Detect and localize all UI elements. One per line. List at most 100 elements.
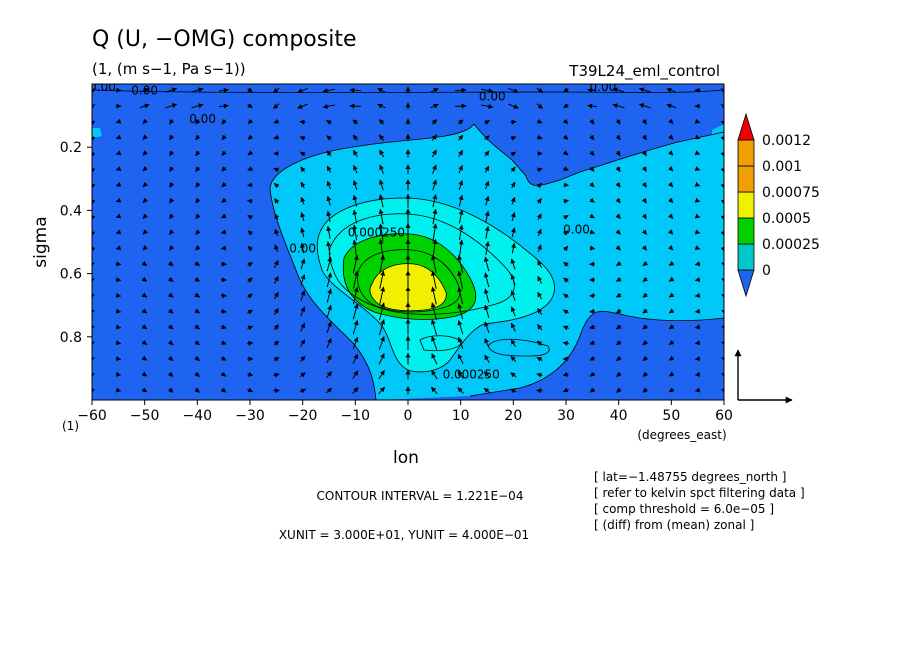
vector-arrow — [668, 245, 674, 251]
vector-arrow — [510, 136, 517, 141]
vector-arrow — [274, 198, 280, 204]
contour-top — [92, 89, 724, 93]
vector-arrow — [430, 286, 437, 305]
vector-arrow — [92, 120, 96, 126]
vector-arrow — [141, 260, 148, 266]
vector-arrow — [168, 371, 174, 377]
vector-arrow — [353, 164, 358, 174]
vector-arrow — [247, 340, 254, 346]
vector-arrow — [536, 228, 542, 236]
colorbar-label: 0.00075 — [762, 185, 820, 201]
vector-arrow — [274, 244, 279, 253]
vector-arrow — [563, 215, 569, 220]
vector-arrow — [352, 254, 359, 273]
vector-arrow — [430, 88, 439, 93]
vector-arrow — [378, 319, 386, 336]
vector-arrow — [563, 150, 569, 156]
plot-area: 0.00 0.00 0.00 0.00 0.00 0.00 0.00 0.000250 0.00… — [92, 84, 724, 400]
vector-arrow — [694, 166, 701, 171]
vector-arrow — [458, 194, 464, 207]
vector-arrow — [326, 354, 332, 364]
vector-arrow — [300, 212, 306, 221]
vector-arrow — [220, 340, 227, 345]
vector-arrow — [615, 308, 622, 314]
vector-arrow — [247, 150, 253, 156]
vector-arrow — [297, 87, 308, 93]
vector-arrow — [642, 387, 648, 393]
units-text: XUNIT = 3.000E+01, YUNIT = 4.000E−01 — [279, 528, 529, 542]
vector-arrow — [589, 134, 595, 141]
vector-arrow — [273, 275, 279, 284]
vector-arrow — [169, 213, 175, 220]
vector-arrow — [668, 213, 674, 219]
vector-arrow — [378, 179, 384, 191]
vector-arrow — [457, 353, 464, 364]
vector-arrow — [616, 371, 622, 377]
vector-arrow — [194, 308, 201, 314]
vector-arrow — [326, 119, 332, 125]
vector-arrow — [589, 213, 595, 219]
vector-arrow — [508, 87, 519, 93]
vector-arrow — [510, 290, 516, 301]
vector-arrow — [615, 166, 621, 172]
vector-arrow — [537, 275, 543, 284]
vector-arrow — [668, 118, 674, 125]
vector-arrow — [326, 272, 333, 288]
vector-arrow — [326, 337, 332, 349]
vector-arrow — [299, 136, 306, 141]
vector-arrow — [352, 387, 359, 394]
vector-arrow — [537, 260, 543, 268]
colorbar-label: 0 — [762, 263, 771, 279]
vector-arrow — [352, 286, 359, 305]
y-tick-label: 0.8 — [60, 330, 82, 346]
vector-arrow — [484, 354, 490, 364]
vector-arrow — [563, 103, 569, 109]
experiment-label: T39L24_eml_control — [568, 62, 720, 81]
vector-arrow — [720, 87, 724, 93]
vector-arrow — [589, 197, 595, 203]
vector-arrow — [510, 372, 517, 378]
x-tick-label: −60 — [77, 408, 107, 424]
vector-arrow — [92, 135, 96, 142]
vector-arrow — [169, 182, 175, 188]
x-axis: −60 −50 −40 −30 −20 −10 0 10 20 30 40 50 60 — [77, 400, 733, 424]
vector-arrow — [115, 387, 122, 393]
vector-arrow — [536, 372, 543, 378]
vector-arrow — [221, 197, 227, 203]
vector-arrow — [169, 119, 175, 125]
vector-arrow — [641, 213, 647, 220]
vector-arrow — [195, 166, 201, 172]
vector-arrow — [378, 353, 385, 365]
vector-arrow — [666, 103, 677, 109]
vector-arrow — [168, 292, 174, 298]
vector-arrow — [536, 198, 542, 204]
vector-arrow — [273, 167, 279, 173]
x-tick-label: 10 — [452, 408, 470, 424]
vector-arrow — [194, 276, 201, 282]
vector-arrow — [721, 325, 724, 331]
vector-arrow — [589, 181, 595, 188]
vector-arrow — [615, 134, 621, 141]
vector-arrow — [169, 150, 175, 157]
vector-arrow — [432, 208, 438, 225]
vector-arrow — [92, 262, 95, 268]
vector-arrow — [247, 371, 254, 377]
vector-arrow — [720, 246, 724, 252]
y-tick-label: 0.6 — [60, 267, 82, 283]
vector-arrow — [142, 213, 148, 219]
vector-arrow — [247, 325, 254, 331]
vector-arrow — [615, 213, 621, 220]
vector-arrow — [273, 134, 279, 140]
vector-arrow — [720, 183, 724, 189]
vector-arrow — [142, 166, 148, 172]
vector-arrow — [195, 197, 201, 204]
vector-arrow — [457, 286, 464, 305]
vector-arrow — [247, 198, 253, 204]
vector-arrow — [484, 304, 490, 318]
vector-arrow — [455, 103, 467, 109]
vector-arrow — [589, 245, 596, 251]
vector-arrow — [510, 339, 516, 347]
vector-arrow — [510, 306, 516, 317]
vector-arrow — [115, 261, 122, 267]
